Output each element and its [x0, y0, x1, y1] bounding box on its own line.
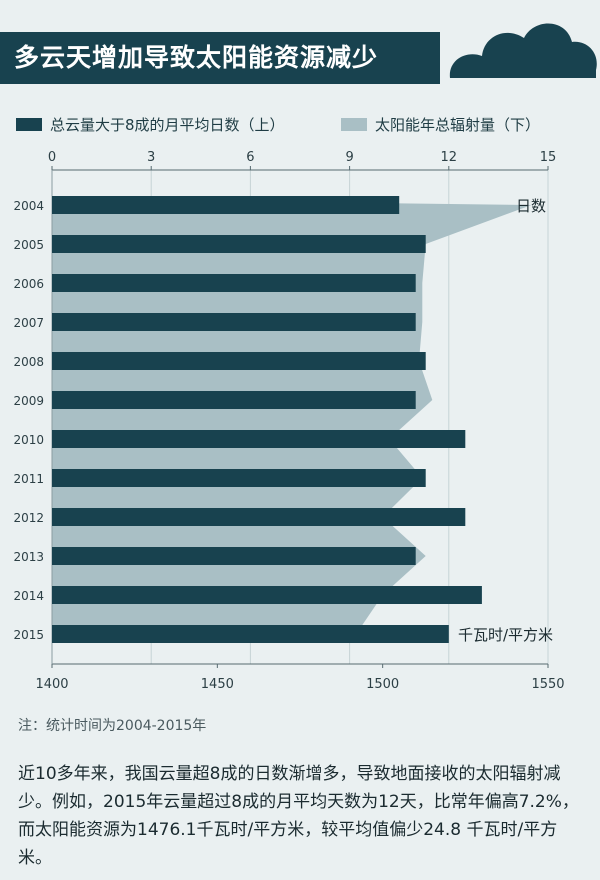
year-label: 2012 — [13, 511, 44, 525]
bottom-axis-unit-label: 千瓦时/平方米 — [458, 626, 553, 644]
year-label: 2013 — [13, 550, 44, 564]
top-tick-label: 0 — [48, 150, 56, 165]
cloudy-days-bar — [52, 391, 416, 409]
page-title: 多云天增加导致太阳能资源减少 — [0, 32, 440, 84]
cloudy-days-bar — [52, 625, 449, 643]
top-tick-label: 12 — [441, 150, 458, 165]
legend-item-bars: 总云量大于8成的月平均日数（上） — [16, 114, 285, 135]
cloudy-days-bar — [52, 274, 416, 292]
cloudy-days-bar — [52, 508, 466, 526]
legend-label-bars: 总云量大于8成的月平均日数（上） — [50, 116, 285, 134]
year-label: 2008 — [13, 355, 44, 369]
bottom-tick-label: 1450 — [201, 677, 234, 692]
year-label: 2006 — [13, 277, 44, 291]
top-axis-unit-label: 日数 — [516, 197, 546, 215]
top-tick-label: 9 — [345, 150, 353, 165]
top-tick-label: 6 — [246, 150, 254, 165]
bottom-tick-label: 1400 — [35, 677, 68, 692]
bottom-tick-label: 1550 — [531, 677, 564, 692]
cloudy-days-bar — [52, 313, 416, 331]
chart: 0 3 6 9 12 15 1400 1450 1500 1550 2004 2005 2006 2007… — [13, 150, 564, 692]
top-tick-label: 3 — [147, 150, 155, 165]
footnote: 注：统计时间为2004-2015年 — [18, 718, 207, 734]
cloud-icon — [449, 23, 597, 78]
cloudy-days-bar — [52, 469, 426, 487]
year-label: 2004 — [13, 199, 44, 213]
year-label: 2011 — [13, 472, 44, 486]
cloudy-days-bar — [52, 352, 426, 370]
legend-item-area: 太阳能年总辐射量（下） — [341, 114, 540, 135]
year-label: 2007 — [13, 316, 44, 330]
legend-swatch-area — [341, 118, 367, 131]
cloudy-days-bar — [52, 235, 426, 253]
year-label: 2010 — [13, 433, 44, 447]
year-label: 2015 — [13, 628, 44, 642]
cloudy-days-bar — [52, 430, 466, 448]
cloudy-days-bar — [52, 547, 416, 565]
cloudy-days-bar — [52, 196, 400, 214]
legend-swatch-bar — [16, 118, 42, 131]
year-label: 2005 — [13, 238, 44, 252]
cloudy-days-bar — [52, 586, 482, 604]
summary-paragraph: 近10多年来，我国云量超8成的日数渐增多，导致地面接收的太阳辐射减少。例如，20… — [18, 764, 579, 868]
summary-text: 近10多年来，我国云量超8成的日数渐增多，导致地面接收的太阳辐射减少。例如，20… — [18, 760, 584, 872]
year-label: 2014 — [13, 589, 44, 603]
radiation-area — [52, 199, 532, 640]
top-tick-label: 15 — [540, 150, 557, 165]
bottom-tick-label: 1500 — [366, 677, 399, 692]
year-label: 2009 — [13, 394, 44, 408]
legend-label-area: 太阳能年总辐射量（下） — [375, 116, 541, 134]
